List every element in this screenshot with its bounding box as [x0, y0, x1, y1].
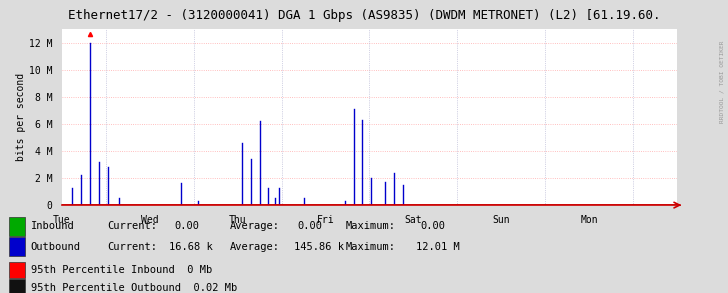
Text: Maximum:: Maximum: [346, 242, 396, 252]
Text: 0.00: 0.00 [297, 221, 322, 231]
Text: 95th Percentile Outbound  0.02 Mb: 95th Percentile Outbound 0.02 Mb [31, 283, 237, 293]
Text: 12.01 M: 12.01 M [416, 242, 460, 252]
Text: Inbound: Inbound [31, 221, 74, 231]
Text: 145.86 k: 145.86 k [294, 242, 344, 252]
Text: Current:: Current: [108, 221, 158, 231]
Text: Maximum:: Maximum: [346, 221, 396, 231]
Text: Average:: Average: [229, 221, 280, 231]
Text: 16.68 k: 16.68 k [169, 242, 213, 252]
Text: 95th Percentile Inbound  0 Mb: 95th Percentile Inbound 0 Mb [31, 265, 212, 275]
Text: RRDTOOL / TOBI OETIKER: RRDTOOL / TOBI OETIKER [719, 41, 724, 123]
Text: Ethernet17/2 - (3120000041) DGA 1 Gbps (AS9835) (DWDM METRONET) (L2) [61.19.60.: Ethernet17/2 - (3120000041) DGA 1 Gbps (… [68, 9, 660, 22]
Text: 0.00: 0.00 [175, 221, 199, 231]
Text: Average:: Average: [229, 242, 280, 252]
Y-axis label: bits per second: bits per second [16, 73, 26, 161]
Text: 0.00: 0.00 [421, 221, 446, 231]
Text: Current:: Current: [108, 242, 158, 252]
Text: Outbound: Outbound [31, 242, 81, 252]
